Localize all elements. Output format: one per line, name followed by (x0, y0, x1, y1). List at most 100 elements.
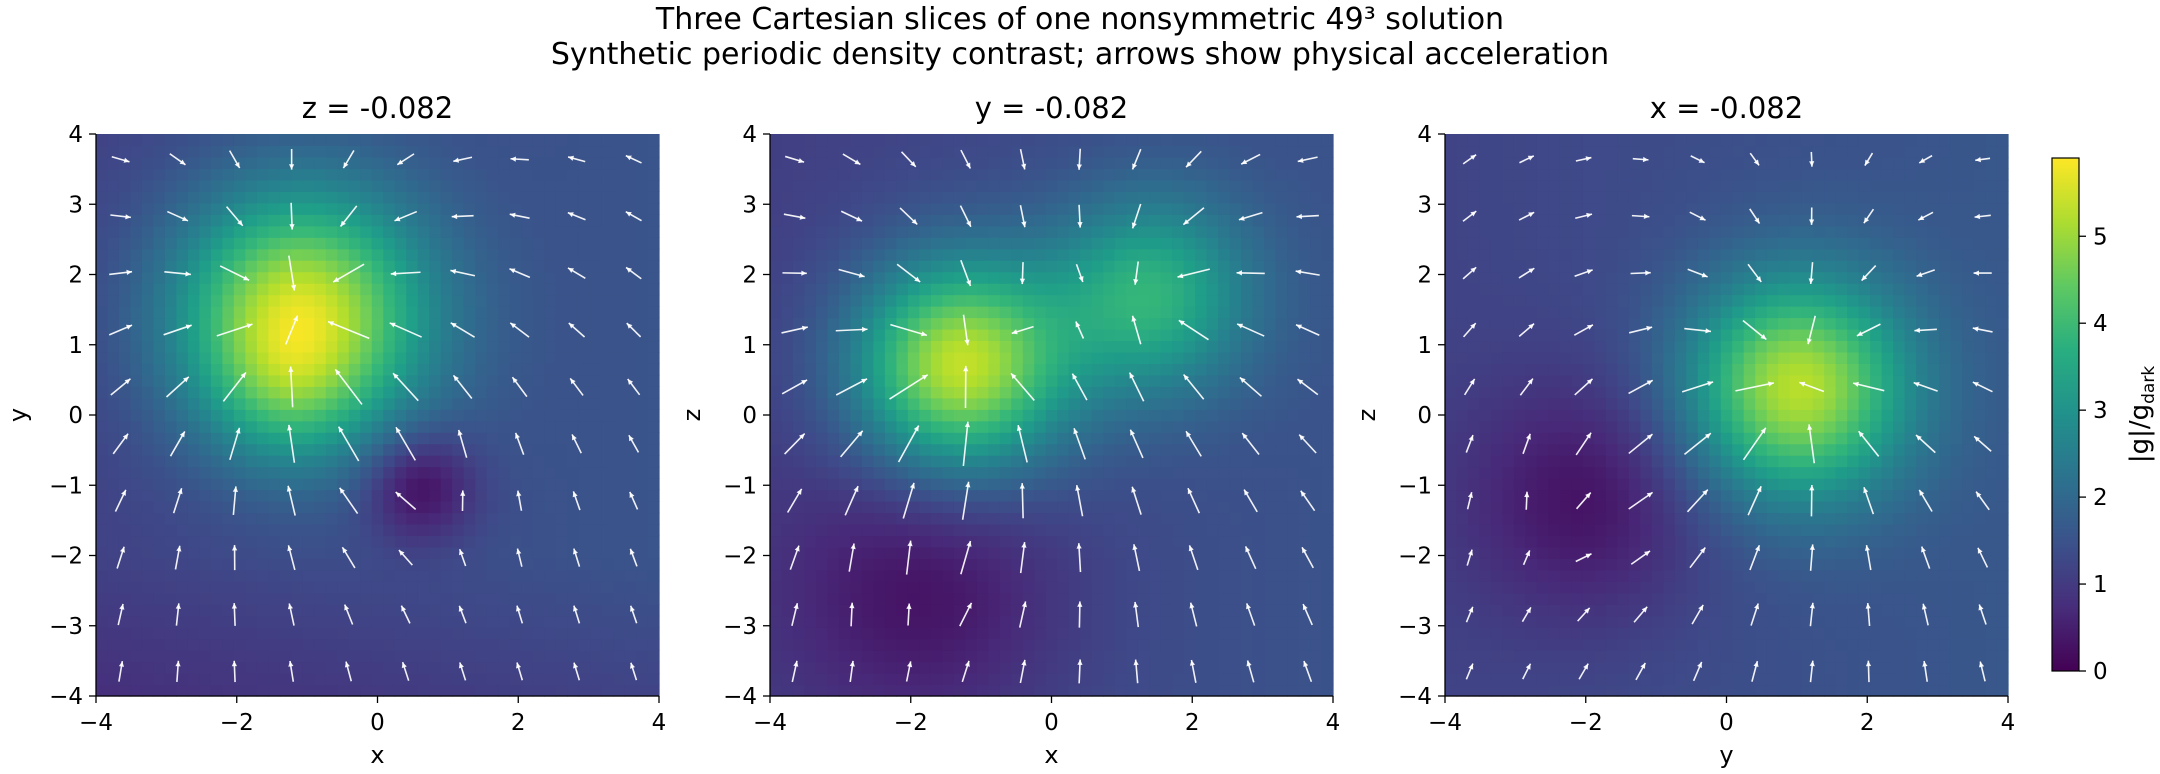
heatmap-cell (199, 397, 212, 410)
heatmap-cell (850, 351, 863, 364)
heatmap-cell (1229, 225, 1242, 238)
acceleration-arrow (219, 265, 250, 281)
heatmap-cell (1045, 260, 1058, 273)
heatmap-cell (1091, 455, 1104, 468)
heatmap-cell (896, 156, 909, 170)
heatmap-cell (567, 351, 580, 364)
heatmap-cell (130, 294, 143, 307)
heatmap-cell (1137, 179, 1150, 192)
heatmap-cell (1252, 432, 1265, 445)
heatmap-cell (383, 478, 396, 491)
acceleration-arrow (516, 548, 523, 567)
heatmap-cell (417, 214, 430, 227)
acceleration-arrow (573, 548, 581, 567)
heatmap-cell (792, 145, 806, 158)
heatmap-cell (383, 260, 396, 273)
acceleration-arrow (389, 322, 422, 338)
heatmap-cell (325, 638, 338, 651)
heatmap-cell (555, 638, 568, 651)
heatmap-cell (1321, 604, 1334, 617)
heatmap-cell (314, 650, 327, 663)
heatmap-cell (1057, 443, 1070, 456)
heatmap-cell (394, 535, 407, 548)
heatmap-cell (1011, 237, 1024, 250)
heatmap-cell (850, 409, 863, 422)
heatmap-cell (406, 374, 419, 387)
heatmap-cell (1149, 328, 1162, 342)
heatmap-cell (1275, 248, 1288, 261)
heatmap-cell (256, 673, 269, 686)
heatmap-cell (176, 386, 189, 399)
heatmap-cell (861, 650, 875, 663)
heatmap-cell (532, 351, 545, 364)
heatmap-cell (1252, 363, 1265, 376)
heatmap-cell (590, 225, 603, 238)
heatmap-cell (475, 581, 488, 594)
heatmap-cell (337, 214, 350, 227)
heatmap-cell (256, 604, 269, 617)
heatmap-cell (452, 409, 465, 422)
heatmap-cell (325, 191, 338, 204)
heatmap-cell (1275, 271, 1288, 284)
heatmap-cell (770, 535, 783, 548)
acceleration-arrow (959, 602, 973, 627)
heatmap-cell (555, 592, 568, 605)
heatmap-cell (440, 214, 453, 227)
heatmap-cell (976, 501, 989, 514)
heatmap-cell (521, 294, 534, 307)
heatmap-cell (383, 363, 396, 376)
heatmap-cell (636, 271, 649, 284)
heatmap-cell (360, 294, 373, 307)
heatmap-cell (930, 317, 943, 330)
heatmap-cell (965, 179, 978, 192)
heatmap-cell (164, 156, 178, 170)
heatmap-cell (429, 535, 442, 548)
heatmap-cell (804, 306, 817, 319)
heatmap-cell (1103, 501, 1116, 514)
heatmap-cell (429, 478, 442, 491)
heatmap-cell (838, 512, 852, 525)
heatmap-cell (1068, 386, 1081, 399)
heatmap-cell (463, 351, 476, 364)
heatmap-cell (475, 386, 488, 399)
heatmap-cell (486, 363, 499, 376)
heatmap-cell (498, 179, 511, 192)
heatmap-cell (141, 443, 155, 456)
heatmap-cell (1126, 673, 1139, 686)
heatmap-cell (1321, 374, 1334, 387)
heatmap-cell (827, 420, 840, 433)
heatmap-cell (222, 225, 235, 238)
heatmap-cell (291, 386, 304, 399)
heatmap-cell (1183, 351, 1196, 364)
heatmap-cell (153, 535, 166, 548)
heatmap-cell (325, 260, 338, 273)
heatmap-cell (1091, 374, 1104, 387)
heatmap-cell (337, 363, 350, 376)
heatmap-cell (1229, 409, 1242, 422)
heatmap-cell (176, 397, 189, 410)
heatmap-cell (383, 409, 396, 422)
heatmap-cell (429, 420, 442, 433)
acceleration-arrow (889, 374, 929, 400)
heatmap-cell (838, 317, 852, 330)
heatmap-cell (176, 523, 189, 537)
heatmap-cell (222, 661, 235, 674)
acceleration-arrow (1019, 483, 1025, 519)
heatmap-cell (1103, 684, 1116, 697)
heatmap-cell (815, 604, 829, 617)
heatmap-cell (976, 523, 989, 537)
heatmap-cell (429, 374, 442, 387)
heatmap-cell (1195, 134, 1208, 147)
heatmap-cell (624, 535, 637, 548)
heatmap-cell (601, 397, 614, 410)
heatmap-cell (486, 466, 499, 479)
heatmap-cell (1195, 179, 1208, 192)
heatmap-cell (1275, 581, 1288, 594)
heatmap-cell (1114, 592, 1127, 605)
acceleration-arrow (341, 546, 356, 569)
heatmap-cell (1229, 237, 1242, 250)
acceleration-arrow (628, 434, 640, 453)
heatmap-cell (1218, 317, 1231, 330)
heatmap-cell (1068, 673, 1081, 686)
heatmap-cell (804, 638, 817, 651)
